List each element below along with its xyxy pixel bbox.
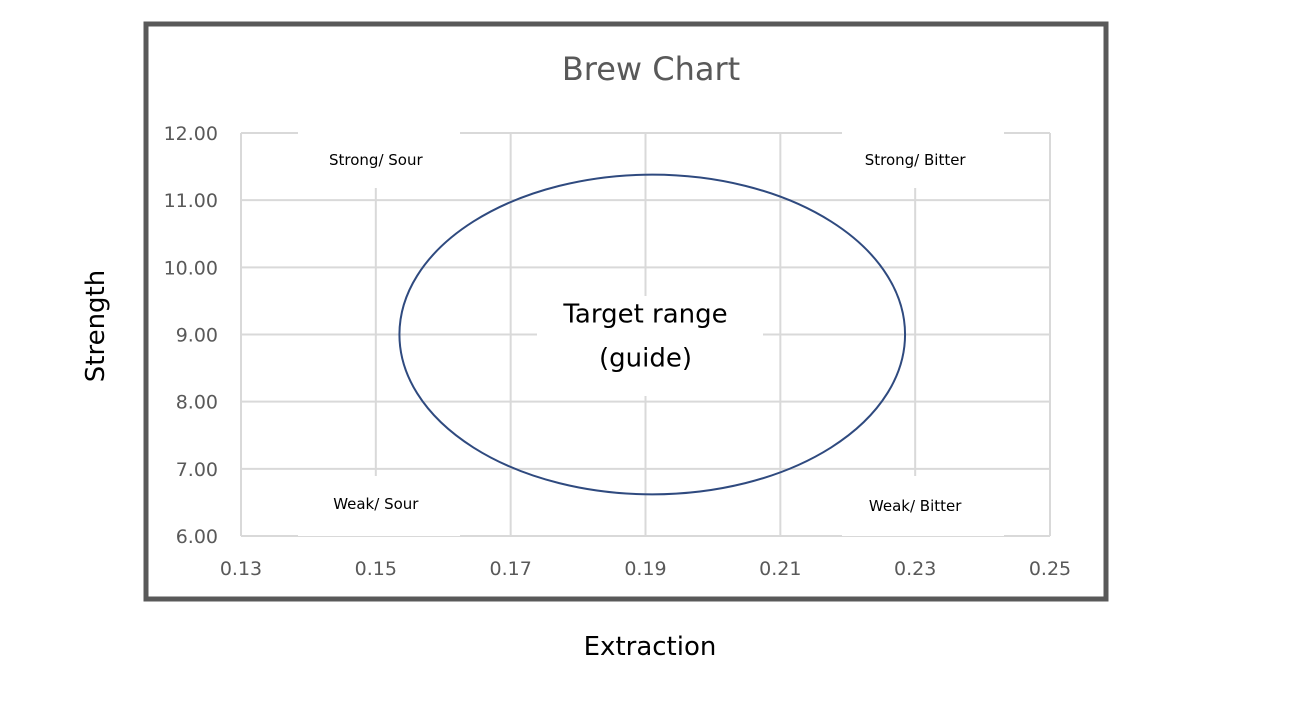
y-tick-label-4: 10.00 [164,257,218,279]
x-tick-label-3: 0.19 [624,558,666,580]
target-range-label: Target range [562,300,727,330]
x-tick-label-2: 0.17 [490,558,532,580]
quadrant-label-0: Strong/ Sour [329,151,423,169]
x-tick-label-5: 0.23 [894,558,936,580]
x-tick-label-1: 0.15 [355,558,397,580]
target-range-ellipse [398,173,907,496]
quadrant-label-1: Strong/ Bitter [865,151,967,169]
y-tick-label-2: 8.00 [176,392,218,414]
y-tick-label-5: 11.00 [164,190,218,212]
y-tick-label-3: 9.00 [176,325,218,347]
x-tick-label-4: 0.21 [759,558,801,580]
y-tick-label-1: 7.00 [176,459,218,481]
quadrant-label-2: Weak/ Sour [333,495,419,513]
x-axis-title: Extraction [584,632,717,662]
y-tick-label-0: 6.00 [176,526,218,548]
chart-title: Brew Chart [562,50,740,88]
x-tick-labels: 0.13 0.15 0.17 0.19 0.21 0.23 0.25 [220,558,1071,580]
label-masks [298,124,1004,536]
y-tick-label-6: 12.00 [164,123,218,145]
label-mask-0 [298,124,460,188]
label-mask-3 [842,476,1004,536]
y-axis-title: Strength [81,270,111,382]
label-mask-4 [537,296,763,396]
x-tick-label-6: 0.25 [1029,558,1071,580]
y-tick-labels: 6.00 7.00 8.00 9.00 10.00 11.00 12.00 [164,123,218,548]
x-tick-label-0: 0.13 [220,558,262,580]
quadrant-label-3: Weak/ Bitter [869,497,962,515]
label-mask-1 [842,124,1004,188]
label-mask-2 [298,476,460,536]
target-range-sublabel: (guide) [599,344,692,374]
quadrant-labels: Strong/ Sour Strong/ Bitter Weak/ Sour Weak… [329,151,966,515]
